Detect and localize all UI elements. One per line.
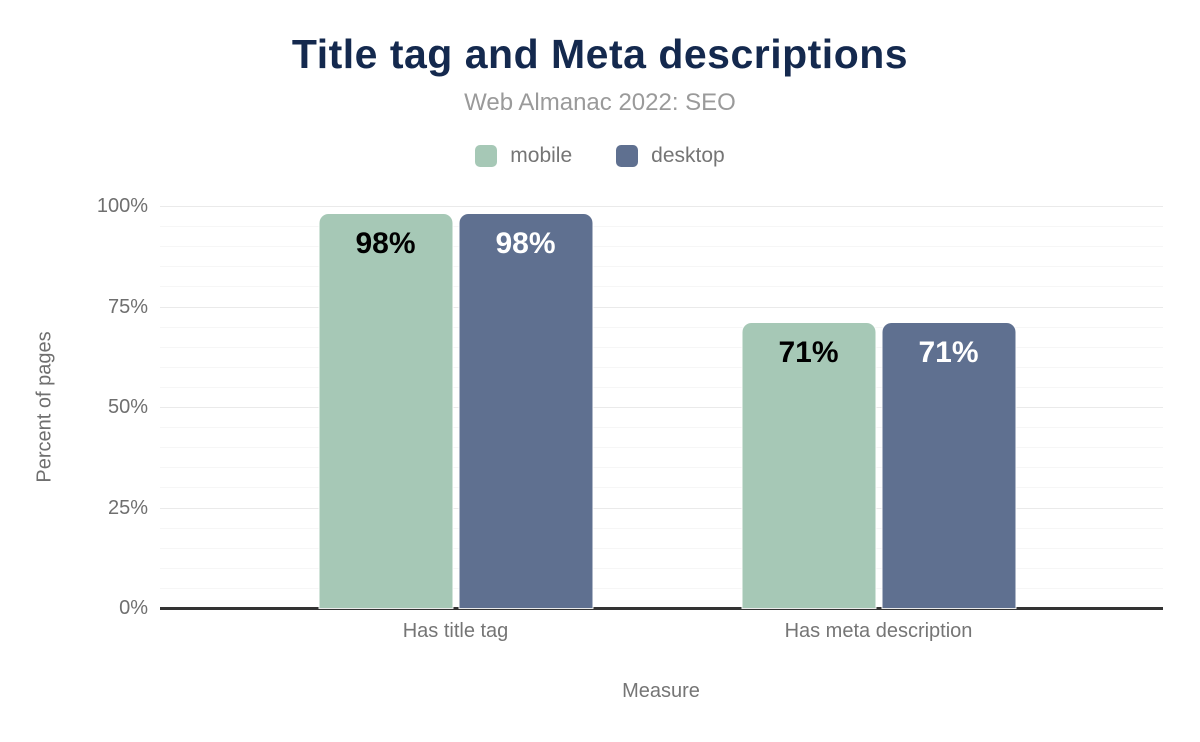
legend-label-mobile: mobile: [510, 144, 573, 167]
minor-gridline-80: [160, 286, 1163, 288]
desktop-series-swatch: [616, 145, 639, 167]
minor-gridline-55: [160, 386, 1163, 388]
major-gridline-75: [160, 306, 1163, 308]
y-tick-label-100: 100%: [96, 195, 148, 217]
minor-gridline-95: [160, 226, 1163, 228]
bar-group-0: 98% 98%: [319, 214, 592, 608]
y-tick-label-0: 0%: [119, 597, 148, 619]
x-axis-title: Measure: [622, 680, 700, 702]
minor-gridline-10: [160, 567, 1163, 569]
category-label-0: Has title tag: [402, 620, 509, 642]
bar-desktop-0[interactable]: 98%: [459, 214, 592, 608]
minor-gridline-20: [160, 527, 1163, 529]
chart-title: Title tag and Meta descriptions: [291, 31, 909, 77]
value-label-desktop-0: 98%: [495, 227, 556, 261]
category-label-1: Has meta description: [784, 620, 973, 642]
y-tick-label-25: 25%: [107, 496, 148, 519]
major-gridline-100: [160, 206, 1163, 207]
legend-label-desktop: desktop: [651, 144, 725, 167]
minor-gridline-30: [160, 487, 1163, 489]
legend-item-mobile[interactable]: mobile: [475, 144, 572, 168]
major-gridline-25: [160, 507, 1163, 509]
minor-gridline-15: [160, 547, 1163, 549]
plot-area: 98% 98% 71% 71%: [160, 206, 1163, 610]
value-label-mobile-1: 71%: [778, 335, 839, 369]
major-gridline-50: [160, 407, 1163, 408]
minor-gridline-35: [160, 467, 1163, 469]
minor-gridline-45: [160, 427, 1163, 429]
value-label-desktop-1: 71%: [918, 335, 979, 369]
y-tick-label-50: 50%: [107, 396, 148, 418]
legend-item-desktop[interactable]: desktop: [616, 144, 725, 168]
minor-gridline-5: [160, 587, 1163, 589]
minor-gridline-60: [160, 366, 1163, 368]
bar-group-1: 71% 71%: [742, 322, 1015, 608]
minor-gridline-90: [160, 246, 1163, 248]
y-tick-label-75: 75%: [107, 295, 148, 318]
x-axis-baseline: [160, 607, 1163, 610]
chart-subtitle: Web Almanac 2022: SEO: [464, 89, 736, 116]
bar-mobile-1[interactable]: 71%: [742, 322, 875, 608]
minor-gridline-40: [160, 447, 1163, 449]
legend: mobile desktop: [0, 144, 1200, 168]
mobile-series-swatch: [475, 145, 498, 167]
bar-desktop-1[interactable]: 71%: [882, 322, 1015, 608]
bar-mobile-0[interactable]: 98%: [319, 214, 452, 608]
value-label-mobile-0: 98%: [355, 227, 416, 261]
minor-gridline-65: [160, 346, 1163, 348]
minor-gridline-85: [160, 266, 1163, 268]
minor-gridline-70: [160, 326, 1163, 328]
